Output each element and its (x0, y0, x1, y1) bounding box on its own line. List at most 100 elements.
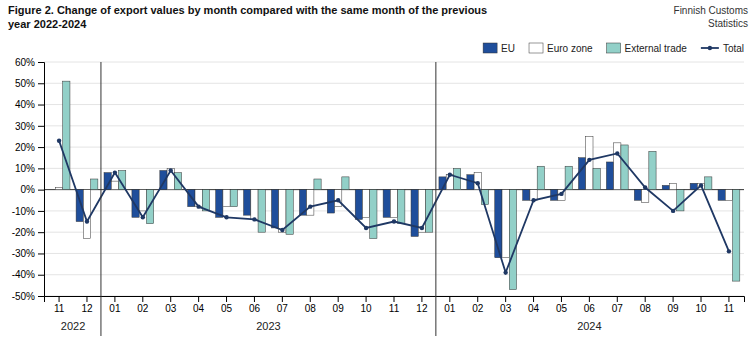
bar-series (55, 136, 732, 257)
tick: 0% (21, 184, 44, 195)
tick-label: 08 (640, 303, 652, 314)
line (59, 141, 729, 273)
tick: 10 (695, 296, 707, 314)
tick-label: 06 (249, 303, 261, 314)
group-separator (435, 62, 436, 336)
bar (705, 177, 712, 190)
grid-line (44, 104, 744, 105)
bar (662, 185, 669, 189)
marker (671, 209, 675, 213)
tick: 04 (193, 296, 205, 314)
title: Figure 2. Change of export values by mon… (8, 4, 487, 30)
group-label: 2024 (577, 320, 601, 332)
legend-label: External trade (625, 43, 688, 54)
grid-line (44, 83, 744, 84)
tick: 12 (81, 296, 93, 314)
marker (196, 204, 200, 208)
legend: EUEuro zoneExternal tradeTotal (483, 43, 744, 54)
tick-mark (701, 296, 702, 302)
subtitle: Finnish CustomsStatistics (674, 5, 748, 29)
tick-label: 0% (21, 184, 36, 195)
bar (370, 190, 377, 239)
tick: 12 (416, 296, 428, 314)
tick: 02 (472, 296, 484, 314)
tick-label: 11 (389, 303, 400, 314)
bar (244, 190, 251, 216)
bar (307, 190, 314, 216)
bar (139, 190, 146, 211)
tick: 03 (500, 296, 512, 314)
y-axis: -50%-40%-30%-20%-10%0%10%20%30%40%50%60% (12, 57, 45, 302)
line-series (57, 139, 731, 275)
marker (252, 217, 256, 221)
tick-label: 10% (15, 163, 35, 174)
tick-mark (38, 296, 44, 297)
bar (418, 190, 425, 233)
marker (336, 198, 340, 202)
tick: 30% (15, 121, 44, 132)
bar (48, 189, 55, 190)
bar (733, 190, 740, 281)
grid-line (44, 274, 744, 275)
grid-line (44, 232, 744, 233)
tick-label: 08 (305, 303, 317, 314)
bar-series (63, 81, 740, 289)
bar (355, 190, 362, 220)
tick-label: -50% (12, 291, 35, 302)
tick-label: 11 (54, 303, 65, 314)
tick-mark (38, 126, 44, 127)
marker (503, 270, 507, 274)
tick-mark (394, 296, 395, 302)
tick: 11 (54, 296, 65, 314)
marker (587, 158, 591, 162)
bar (398, 190, 405, 224)
bar (725, 190, 732, 201)
tick-mark (645, 296, 646, 302)
tick-label: 20% (15, 142, 35, 153)
marker (392, 219, 396, 223)
tick-label: 12 (416, 303, 428, 314)
marker (85, 219, 89, 223)
bar (718, 190, 725, 201)
bar (258, 190, 265, 233)
marks (55, 81, 739, 289)
bar (649, 151, 656, 189)
tick-label: 01 (109, 303, 121, 314)
tick: -20% (12, 227, 44, 238)
tick-mark (38, 62, 44, 63)
tick-label: 10 (361, 303, 373, 314)
tick-label: 60% (15, 57, 35, 68)
tick: 09 (333, 296, 345, 314)
tick: 03 (165, 296, 177, 314)
tick-label: -20% (12, 227, 35, 238)
tick-mark (38, 275, 44, 276)
tick: 20% (15, 142, 44, 153)
bar (286, 190, 293, 235)
legend-label: Total (723, 43, 744, 54)
bar (63, 81, 70, 189)
legend-item: Euro zone (529, 43, 593, 54)
tick-label: 03 (500, 303, 512, 314)
tick-label: 09 (333, 303, 345, 314)
tick-label: 09 (668, 303, 680, 314)
tick-label: 12 (81, 303, 93, 314)
bar (537, 166, 544, 189)
tick: 10% (15, 163, 44, 174)
legend-item: Total (701, 43, 744, 54)
tick: 01 (109, 296, 121, 314)
marker (615, 151, 619, 155)
tick-label: 30% (15, 121, 35, 132)
tick: 40% (15, 99, 44, 110)
bar (578, 158, 585, 190)
bar (251, 190, 258, 220)
tick: 06 (584, 296, 596, 314)
axis-line (38, 63, 45, 297)
bar (523, 190, 530, 201)
marker (169, 168, 173, 172)
tick-mark (533, 296, 534, 302)
tick-label: 05 (556, 303, 568, 314)
grid-line (44, 62, 744, 63)
bar (230, 190, 237, 207)
grid (44, 62, 744, 296)
legend-label: Euro zone (547, 43, 593, 54)
